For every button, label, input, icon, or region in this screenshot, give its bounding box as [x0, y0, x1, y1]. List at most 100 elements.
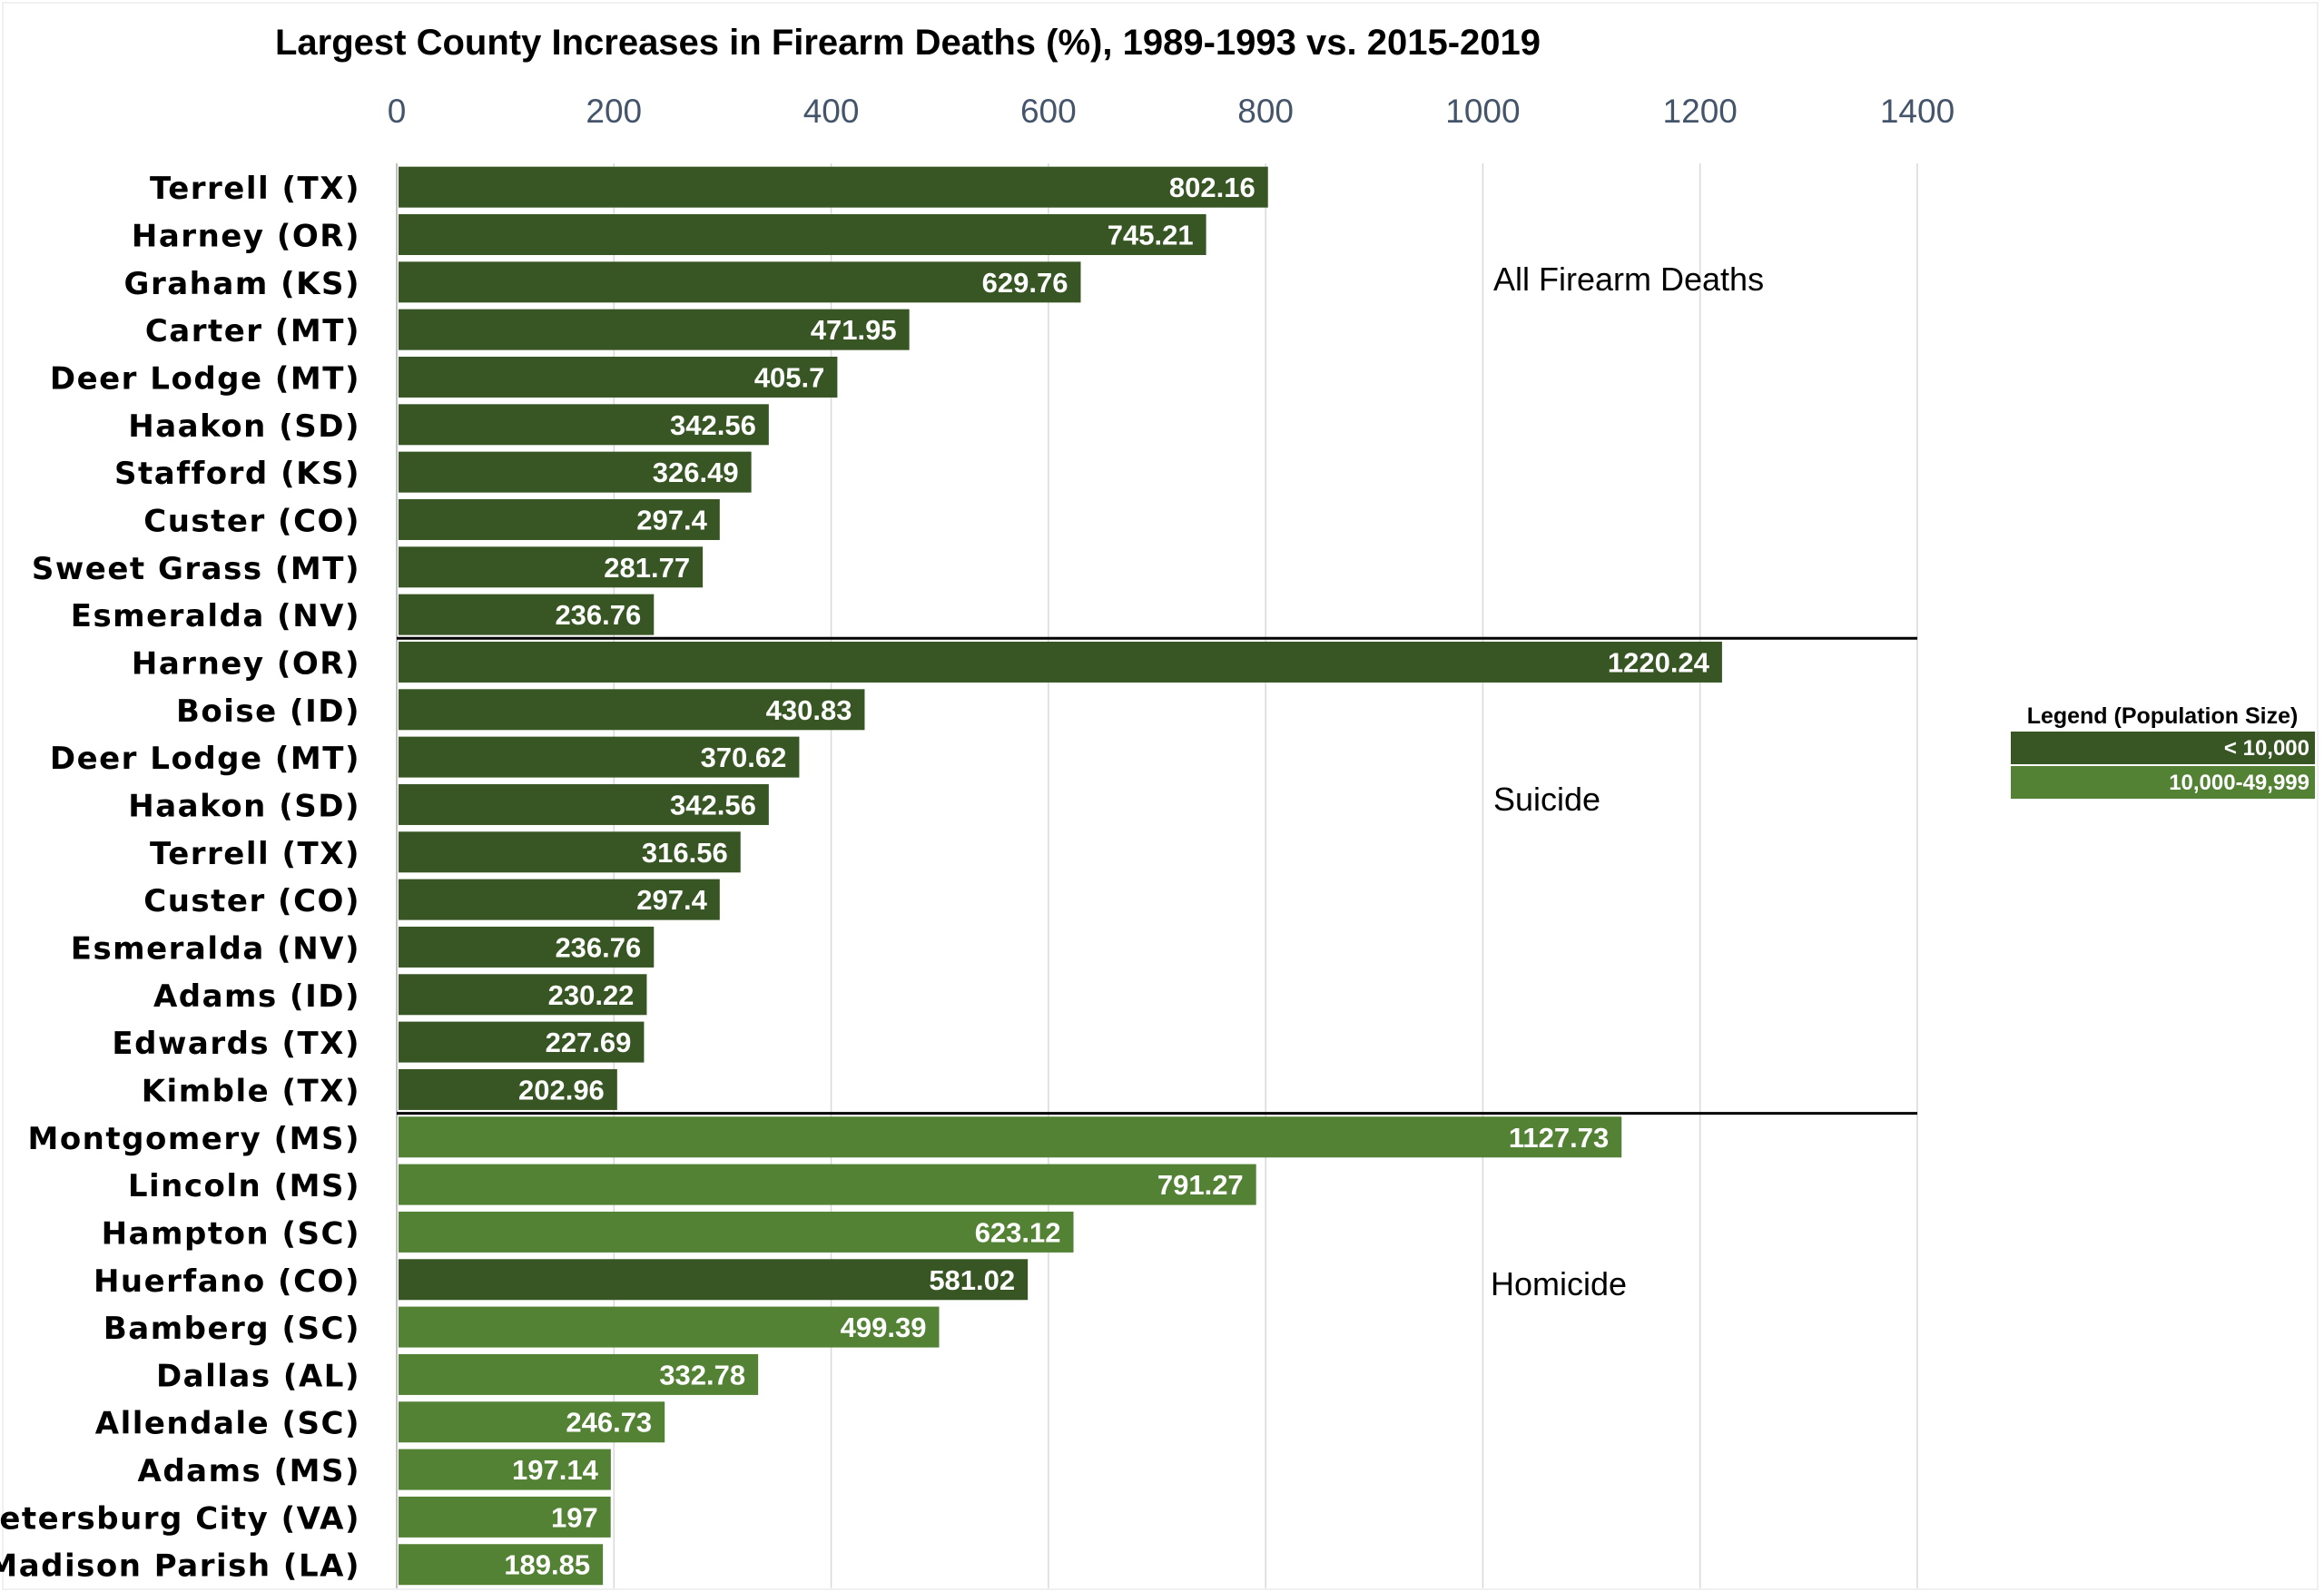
- bar-value-label: 236.76: [555, 599, 641, 631]
- bar: [399, 546, 704, 588]
- bar-value-label: 197.14: [512, 1454, 599, 1486]
- bar-value-label: 342.56: [670, 409, 756, 441]
- category-label: Bamberg (SC): [103, 1311, 360, 1347]
- bar: [399, 166, 1268, 208]
- bar-value-label: 1127.73: [1509, 1122, 1609, 1154]
- group-annotations: All Firearm Deaths Suicide Homicide: [1491, 260, 1764, 1302]
- bar-value-label: 370.62: [701, 742, 787, 773]
- category-label: Huerfano (CO): [94, 1263, 360, 1300]
- category-label: Montgomery (MS): [27, 1121, 360, 1157]
- bar: [399, 1401, 665, 1443]
- legend-title: Legend (Population Size): [2027, 703, 2299, 729]
- bar-value-label: 745.21: [1108, 219, 1194, 251]
- category-label: Allendale (SC): [95, 1406, 360, 1442]
- x-tick-label: 200: [586, 93, 642, 130]
- bar: [399, 498, 720, 540]
- x-tick-label: 1400: [1880, 93, 1955, 130]
- category-label: Deer Lodge (MT): [50, 741, 360, 777]
- legend-label: 10,000-49,999: [2169, 771, 2309, 795]
- category-label: Sweet Grass (MT): [32, 551, 360, 587]
- group-annotation: All Firearm Deaths: [1493, 260, 1764, 298]
- category-label: Esmeralda (NV): [71, 598, 360, 634]
- category-label: Boise (ID): [176, 693, 360, 730]
- bar-value-label: 1220.24: [1608, 646, 1710, 678]
- category-label: Kimble (TX): [142, 1073, 360, 1109]
- bar-value-label: 802.16: [1169, 172, 1256, 203]
- legend-label: < 10,000: [2224, 736, 2309, 761]
- bar: [399, 261, 1081, 303]
- bar: [399, 213, 1206, 255]
- bar-value-label: 230.22: [548, 979, 635, 1011]
- category-label: Haakon (SD): [128, 788, 360, 824]
- chart-title: Largest County Increases in Firearm Deat…: [275, 23, 1541, 63]
- bar-value-label: 326.49: [653, 457, 739, 488]
- category-label: Edwards (TX): [112, 1026, 360, 1062]
- bar: [399, 1164, 1256, 1205]
- bar-value-label: 281.77: [604, 552, 690, 584]
- category-label: Graham (KS): [124, 266, 360, 302]
- bar: [399, 309, 910, 350]
- bar-value-label: 246.73: [566, 1407, 652, 1439]
- category-label: Deer Lodge (MT): [50, 360, 360, 397]
- bar-value-label: 297.4: [636, 884, 707, 916]
- bar-value-label: 471.95: [811, 314, 897, 346]
- bar-value-label: 629.76: [982, 267, 1068, 299]
- bar-value-label: 499.39: [841, 1312, 927, 1343]
- category-label: Terrell (TX): [150, 836, 360, 872]
- bar: [399, 356, 838, 398]
- gridlines: [396, 163, 1918, 1588]
- bar-value-label: 202.96: [518, 1074, 605, 1106]
- bar: [399, 1306, 940, 1348]
- bar: [399, 1544, 604, 1586]
- bar-value-label: 430.83: [766, 694, 852, 726]
- category-label: Petersburg City (VA): [0, 1500, 360, 1537]
- category-label: Custer (CO): [143, 883, 360, 919]
- category-label: Madison Parish (LA): [0, 1548, 360, 1585]
- bar: [399, 1068, 617, 1110]
- bar: [399, 736, 800, 778]
- category-label: Haakon (SD): [128, 408, 360, 445]
- legend-swatch: [2011, 766, 2315, 799]
- category-label: Stafford (KS): [114, 456, 360, 492]
- bar-value-label: 342.56: [670, 789, 756, 821]
- bar: [399, 783, 769, 825]
- bar-value-label: 227.69: [546, 1027, 632, 1058]
- bar: [399, 926, 655, 968]
- x-tick-label: 600: [1020, 93, 1077, 130]
- category-label: Lincoln (MS): [128, 1168, 360, 1204]
- bar: [399, 404, 769, 446]
- bar: [399, 879, 720, 920]
- legend-swatch: [2011, 732, 2315, 764]
- category-label: Harney (OR): [132, 645, 360, 682]
- group-separators: [397, 636, 1917, 1115]
- x-tick-label: 1200: [1663, 93, 1738, 130]
- bar-value-label: 332.78: [659, 1359, 745, 1391]
- bar: [399, 1259, 1029, 1301]
- bar-value-label: 236.76: [555, 931, 641, 963]
- x-tick-label: 0: [388, 93, 407, 130]
- bar-value-label: 316.56: [642, 837, 728, 869]
- category-label: Harney (OR): [132, 218, 360, 254]
- x-tick-label: 1000: [1445, 93, 1520, 130]
- bars: 802.16 745.21 629.76 471.95 405.7 342.56 326.4…: [399, 166, 1722, 1586]
- bar: [399, 1449, 611, 1490]
- bar: [399, 451, 752, 493]
- x-tick-label: 400: [803, 93, 860, 130]
- x-tick-label: 800: [1237, 93, 1294, 130]
- bar-value-label: 405.7: [754, 361, 825, 393]
- bar: [399, 689, 865, 731]
- category-label: Adams (ID): [153, 978, 360, 1015]
- x-axis-ticks: 0 200 400 600 800 1000 1200 1400: [388, 93, 1955, 130]
- category-label: Esmeralda (NV): [71, 930, 360, 967]
- bar-value-label: 197: [551, 1501, 598, 1533]
- bar-value-label: 189.85: [504, 1549, 590, 1581]
- bar: [399, 1353, 759, 1395]
- category-label: Adams (MS): [138, 1453, 361, 1489]
- bar: [399, 831, 741, 873]
- category-labels: Terrell (TX) Harney (OR) Graham (KS) Carter…: [0, 171, 361, 1585]
- category-label: Terrell (TX): [150, 171, 360, 207]
- bar: [399, 641, 1722, 683]
- bar-value-label: 297.4: [636, 504, 707, 536]
